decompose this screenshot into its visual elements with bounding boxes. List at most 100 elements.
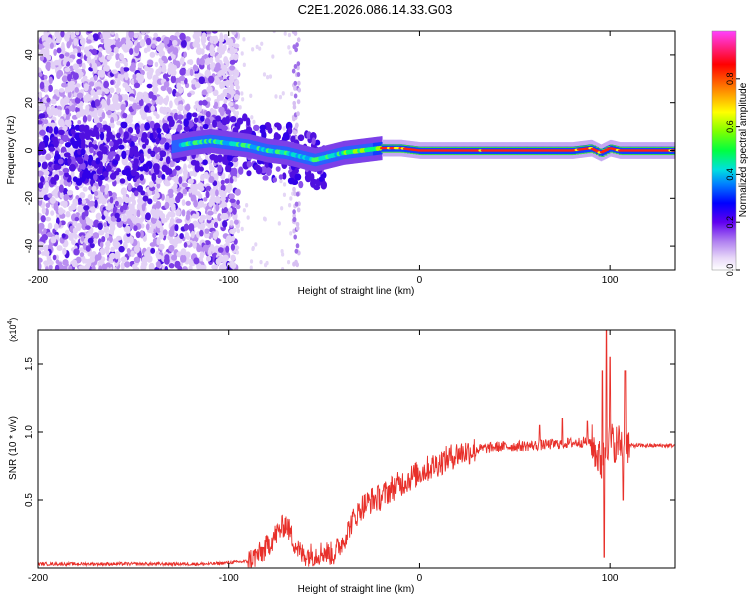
spectrogram-noise-cell <box>291 68 296 74</box>
spectrogram-noise-cell <box>220 196 226 202</box>
spectrogram-noise-cell <box>63 34 69 41</box>
spectrogram-ridge-edge <box>658 154 662 156</box>
spectrogram-noise-cell <box>86 39 92 44</box>
spectrogram-noise-cell <box>251 47 255 52</box>
spectrogram-signal-cell <box>186 112 192 121</box>
spectrogram-noise-cell <box>234 75 238 80</box>
spectrogram-ridge-edge <box>584 145 588 147</box>
spectrogram-noise-cell <box>85 225 91 230</box>
spectrogram-noise-cell <box>280 266 285 270</box>
spectrogram-ridge-edge <box>555 154 559 156</box>
spectrogram-noise-cell <box>156 44 163 52</box>
spectrogram-signal-cell <box>159 150 165 158</box>
spectrogram-signal-cell <box>77 157 84 165</box>
spectrogram-noise-cell <box>65 86 72 93</box>
spectrogram-noise-cell <box>155 178 162 184</box>
spectrogram-signal-cell <box>38 182 44 189</box>
spectrogram-ridge-edge <box>404 152 408 154</box>
spectrogram-noise-cell <box>203 197 208 202</box>
spectrogram-noise-cell <box>263 217 267 222</box>
spectrogram-noise-cell <box>206 31 212 35</box>
spectrogram-noise-cell <box>161 67 167 73</box>
spectrogram-noise-cell <box>104 186 109 195</box>
spectrogram-noise-cell <box>205 44 211 51</box>
spectrogram-noise-cell <box>203 171 209 179</box>
spectrogram-noise-cell <box>225 109 232 115</box>
spectrogram-noise-cell <box>192 213 197 219</box>
spectrogram-noise-cell <box>185 103 191 112</box>
spectrogram-noise-cell <box>287 32 292 38</box>
spectrogram-noise-cell <box>188 258 194 267</box>
spectrogram-noise-cell <box>62 259 69 266</box>
spectrogram-ridge-edge <box>501 154 505 156</box>
spectrogram-noise-cell <box>133 256 141 264</box>
spectrogram-noise-cell <box>82 186 88 192</box>
spectrogram-noise-cell <box>104 211 109 217</box>
spectrogram-signal-cell <box>48 126 53 134</box>
spectrogram-ridge-edge <box>592 145 596 147</box>
spectrogram-signal-cell <box>87 154 94 163</box>
spectrogram-noise-cell <box>129 65 136 72</box>
spectrogram-noise-cell <box>292 186 296 192</box>
spectrogram-noise-cell <box>281 91 285 96</box>
spectrogram-ridge-edge <box>512 154 516 156</box>
spectrogram-signal-cell <box>57 158 64 165</box>
spectrogram-ridge-edge <box>601 155 605 157</box>
spectrogram-signal-cell <box>85 170 92 180</box>
spectrogram-noise-cell <box>193 183 200 190</box>
spectrogram-signal-cell <box>139 174 144 181</box>
spectrogram-noise-cell <box>44 181 50 190</box>
spectrogram-ridge-edge <box>518 154 522 156</box>
spectrogram-noise-cell <box>180 39 187 48</box>
spectrogram-ridge-edge <box>638 146 642 148</box>
spectrogram-noise-cell <box>172 108 178 114</box>
spectrogram-noise-cell <box>167 211 172 217</box>
spectrogram-noise-cell <box>145 223 150 231</box>
spectrogram-noise-cell <box>173 182 178 190</box>
spectrogram-noise-cell <box>92 238 98 245</box>
spectrogram-noise-cell <box>63 193 69 202</box>
spectrogram-noise-cell <box>76 92 84 99</box>
spectrogram-noise-cell <box>154 61 159 68</box>
spectrogram-noise-cell <box>112 95 117 104</box>
spectrogram-noise-cell <box>109 87 115 94</box>
spectrogram-signal-cell <box>199 166 204 172</box>
spectrogram-noise-cell <box>167 88 172 95</box>
spectrogram-ridge-edge <box>429 146 433 148</box>
spectrogram-noise-cell <box>81 62 86 71</box>
spectrogram-signal-cell <box>76 138 82 144</box>
spectrogram-ridge-edge <box>584 152 588 154</box>
spectrogram-noise-cell <box>165 95 170 103</box>
spectrogram-noise-cell <box>215 55 220 63</box>
spectrogram-ridge-edge <box>467 146 471 148</box>
spectrogram-noise-cell <box>149 51 156 58</box>
spectrogram-ridge-edge <box>650 154 654 156</box>
spectrogram-noise-cell <box>250 115 254 120</box>
spectrogram-noise-cell <box>135 231 141 239</box>
spectrogram-ridge-edge <box>487 154 491 156</box>
spectrogram-signal-cell <box>48 146 56 152</box>
spectrogram-noise-cell <box>193 31 201 37</box>
spectrogram-ridge-edge <box>381 144 385 146</box>
spectrogram-signal-cell <box>89 130 97 138</box>
spectrogram-signal-cell <box>132 135 138 143</box>
spectrogram-ridge-edge <box>630 146 634 148</box>
colorbar-tick-label: 0.2 <box>725 216 735 229</box>
spectrogram-ridge-edge <box>590 151 594 153</box>
spectrogram-noise-cell <box>75 256 82 264</box>
spectrogram-ridge-band <box>176 139 178 153</box>
spectrogram-noise-cell <box>194 73 199 78</box>
spectrogram-noise-cell <box>46 64 51 72</box>
spectrogram-ridge-edge <box>424 146 428 148</box>
spectrogram-noise-cell <box>262 72 267 77</box>
spectrogram-noise-cell <box>76 58 83 65</box>
spectrogram-noise-cell <box>46 97 51 103</box>
spectrogram-noise-cell <box>179 57 185 65</box>
spectrogram-signal-cell <box>105 164 112 172</box>
spectrogram-ridge-edge <box>435 154 439 156</box>
spectrogram-noise-cell <box>124 261 131 268</box>
spectrogram-noise-cell <box>208 200 214 208</box>
spectrogram-noise-cell <box>274 94 278 99</box>
spectrogram-ridge-edge <box>484 146 488 148</box>
